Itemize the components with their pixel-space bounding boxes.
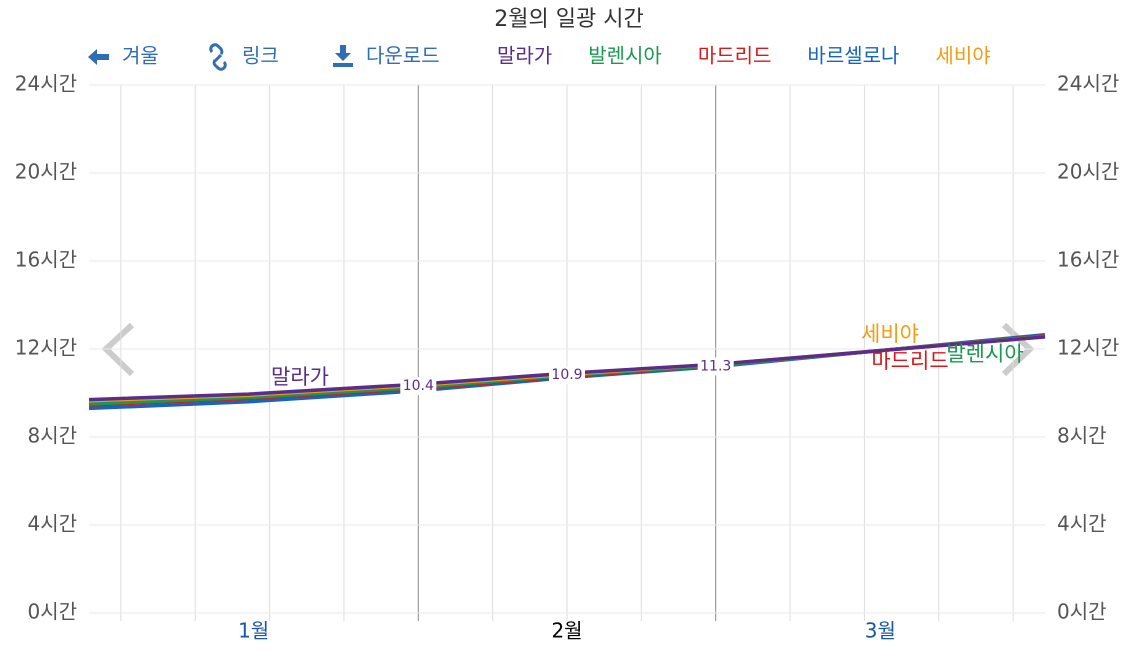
back-icon[interactable] [88, 49, 109, 65]
link-icon[interactable] [209, 43, 227, 71]
download-button[interactable]: 다운로드 [366, 44, 440, 68]
y-tick-label: 12시간 [15, 336, 77, 360]
y-tick-label: 16시간 [15, 248, 77, 272]
y2-tick-label: 24시간 [1057, 72, 1119, 96]
y-tick-label: 0시간 [27, 600, 77, 624]
legend-entry[interactable]: 바르셀로나 [807, 44, 899, 68]
link-button[interactable]: 링크 [242, 44, 279, 68]
value-label-bg [400, 377, 437, 396]
x-tick-label: 2월 [551, 619, 582, 643]
x-tick-label[interactable]: 1월 [238, 619, 269, 643]
y2-tick-label: 0시간 [1057, 600, 1107, 624]
legend-entry[interactable]: 발렌시아 [588, 44, 662, 68]
chart-title: 2월의 일광 시간 [494, 7, 643, 32]
series-label: 말라가 [271, 365, 329, 389]
series-label: 세비야 [861, 322, 919, 346]
value-label: 10.9 [551, 367, 582, 383]
value-label: 11.3 [700, 358, 731, 374]
y-tick-label: 20시간 [15, 160, 77, 184]
back-button[interactable]: 겨울 [122, 44, 159, 68]
value-label-bg [549, 366, 585, 385]
value-label-bg [697, 357, 734, 376]
y-tick-label: 4시간 [27, 512, 77, 536]
y2-tick-label: 20시간 [1057, 160, 1119, 184]
y2-tick-label: 4시간 [1057, 512, 1107, 536]
y2-tick-label: 16시간 [1057, 248, 1119, 272]
y-tick-label: 8시간 [27, 424, 77, 448]
download-icon[interactable] [333, 45, 353, 67]
toolbar: 겨울 링크 다운로드 [88, 43, 440, 71]
legend-entry[interactable]: 말라가 [497, 44, 552, 68]
series-label: 마드리드 [871, 349, 948, 373]
x-tick-label[interactable]: 3월 [865, 619, 896, 643]
y2-tick-label: 8시간 [1057, 424, 1107, 448]
y-tick-label: 24시간 [15, 72, 77, 96]
y2-tick-label: 12시간 [1057, 336, 1119, 360]
legend-entry[interactable]: 세비야 [935, 44, 990, 68]
legend-entry[interactable]: 마드리드 [698, 44, 772, 68]
series-label: 발렌시아 [946, 342, 1023, 366]
value-label: 10.4 [403, 378, 434, 394]
